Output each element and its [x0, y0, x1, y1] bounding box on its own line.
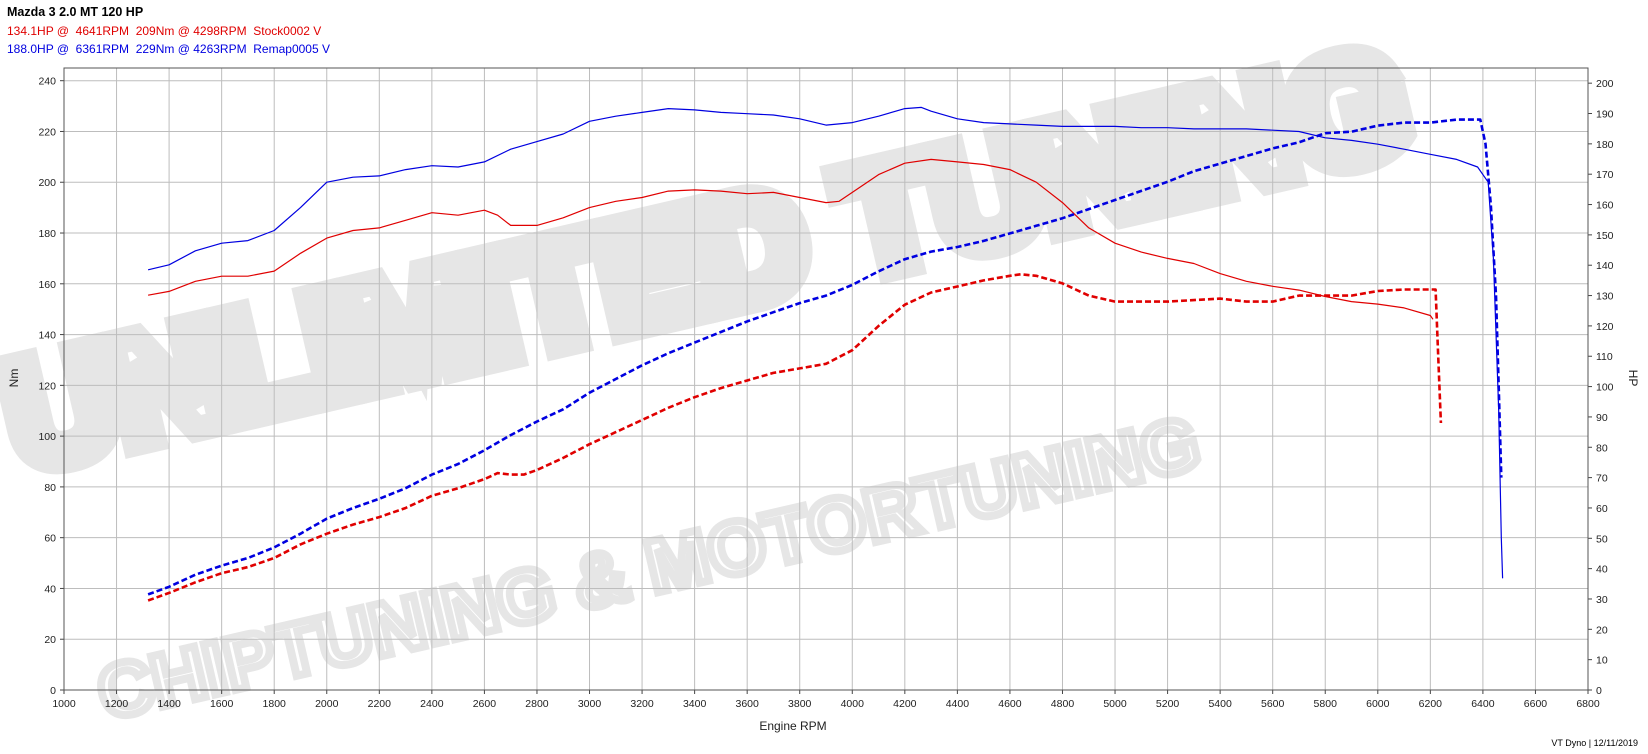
- y-left-tick-label-200: 200: [38, 177, 56, 189]
- x-tick-label-1800: 1800: [263, 698, 287, 710]
- y-right-tick-label-30: 30: [1596, 594, 1608, 606]
- stock-torque-line: [147, 158, 1434, 320]
- x-tick-label-2000: 2000: [315, 698, 339, 710]
- x-tick-label-6600: 6600: [1524, 698, 1548, 710]
- x-tick-label-6800: 6800: [1576, 698, 1600, 710]
- y-right-tick-label-80: 80: [1596, 442, 1608, 454]
- x-tick-label-1000: 1000: [52, 698, 76, 710]
- series-group: [147, 106, 1504, 602]
- remap-torque-line: [147, 106, 1504, 579]
- y-left-tick-label-20: 20: [44, 634, 56, 646]
- y-right-tick-label-20: 20: [1596, 624, 1608, 636]
- axes: 1000 1200 1400 1600 1800 2000 2200 2400 2600 2800…: [38, 67, 1614, 710]
- x-tick-label-6400: 6400: [1471, 698, 1495, 710]
- y-right-tick-label-120: 120: [1596, 321, 1614, 333]
- y-right-tick-label-90: 90: [1596, 412, 1608, 424]
- y-right-tick-label-140: 140: [1596, 260, 1614, 272]
- y-right-tick-label-110: 110: [1596, 351, 1613, 363]
- y-right-tick-label-0: 0: [1596, 685, 1602, 697]
- x-tick-label-4600: 4600: [998, 698, 1022, 710]
- y-left-tick-label-180: 180: [38, 228, 56, 240]
- y-right-tick-label-60: 60: [1596, 503, 1608, 515]
- y-right-tick-label-160: 160: [1596, 200, 1614, 212]
- x-tick-label-5200: 5200: [1156, 698, 1180, 710]
- y-left-tick-label-160: 160: [38, 279, 56, 291]
- x-tick-label-3600: 3600: [735, 698, 759, 710]
- y-right-tick-label-70: 70: [1596, 473, 1608, 485]
- x-tick-label-3400: 3400: [683, 698, 707, 710]
- x-tick-label-3000: 3000: [578, 698, 602, 710]
- x-tick-label-5600: 5600: [1261, 698, 1285, 710]
- x-tick-label-2800: 2800: [525, 698, 549, 710]
- y-right-tick-label-50: 50: [1596, 533, 1608, 545]
- y-left-tick-label-40: 40: [44, 583, 56, 595]
- watermark-line2: CHIPTUNING & MOTORTUNING: [90, 400, 1208, 736]
- y-left-tick-label-0: 0: [50, 685, 56, 697]
- chart-title: Mazda 3 2.0 MT 120 HP: [7, 5, 144, 19]
- x-tick-label-4200: 4200: [893, 698, 917, 710]
- y-right-tick-label-130: 130: [1596, 291, 1614, 303]
- y-left-tick-label-120: 120: [38, 380, 56, 392]
- y-right-tick-label-150: 150: [1596, 230, 1614, 242]
- x-tick-label-5400: 5400: [1208, 698, 1232, 710]
- y-left-tick-label-60: 60: [44, 533, 56, 545]
- x-tick-label-4800: 4800: [1051, 698, 1075, 710]
- x-tick-label-1200: 1200: [105, 698, 129, 710]
- x-tick-label-2200: 2200: [368, 698, 392, 710]
- remap-power-line: [147, 118, 1503, 596]
- y-left-tick-label-80: 80: [44, 482, 56, 494]
- x-tick-label-6200: 6200: [1419, 698, 1443, 710]
- y-left-tick-label-240: 240: [38, 76, 56, 88]
- stock-legend-entry: 134.1HP @ 4641RPM 209Nm @ 4298RPM Stock0…: [7, 24, 322, 38]
- x-tick-label-4000: 4000: [841, 698, 865, 710]
- y-right-tick-label-190: 190: [1596, 109, 1614, 121]
- x-tick-label-6000: 6000: [1366, 698, 1390, 710]
- x-tick-label-2600: 2600: [473, 698, 497, 710]
- y-left-axis-label: Nm: [7, 369, 21, 388]
- x-tick-label-1400: 1400: [157, 698, 181, 710]
- y-right-tick-label-40: 40: [1596, 564, 1608, 576]
- y-left-tick-label-140: 140: [38, 330, 56, 342]
- y-right-tick-label-170: 170: [1596, 169, 1614, 181]
- y-left-tick-label-220: 220: [38, 126, 56, 138]
- y-right-tick-label-200: 200: [1596, 78, 1614, 90]
- x-axis-label: Engine RPM: [759, 719, 826, 733]
- y-right-tick-label-100: 100: [1596, 382, 1614, 394]
- x-tick-label-2400: 2400: [420, 698, 444, 710]
- y-right-tick-label-10: 10: [1596, 655, 1608, 667]
- y-right-tick-label-180: 180: [1596, 139, 1614, 151]
- x-tick-label-5000: 5000: [1103, 698, 1127, 710]
- y-right-axis-label: HP: [1626, 370, 1640, 387]
- footer-note: VT Dyno | 12/11/2019: [1551, 738, 1638, 748]
- x-tick-label-3200: 3200: [630, 698, 654, 710]
- x-tick-label-4400: 4400: [946, 698, 970, 710]
- remap-legend-entry: 188.0HP @ 6361RPM 229Nm @ 4263RPM Remap0…: [7, 42, 330, 56]
- x-tick-label-5800: 5800: [1314, 698, 1338, 710]
- x-tick-label-1600: 1600: [210, 698, 234, 710]
- x-tick-label-3800: 3800: [788, 698, 812, 710]
- watermark-line1: UNLIMITED TUNING: [0, 15, 1424, 501]
- watermark: UNLIMITED TUNING CHIPTUNING & MOTORTUNIN…: [0, 2, 1437, 740]
- y-left-tick-label-100: 100: [38, 431, 56, 443]
- plot-frame: [63, 67, 1589, 691]
